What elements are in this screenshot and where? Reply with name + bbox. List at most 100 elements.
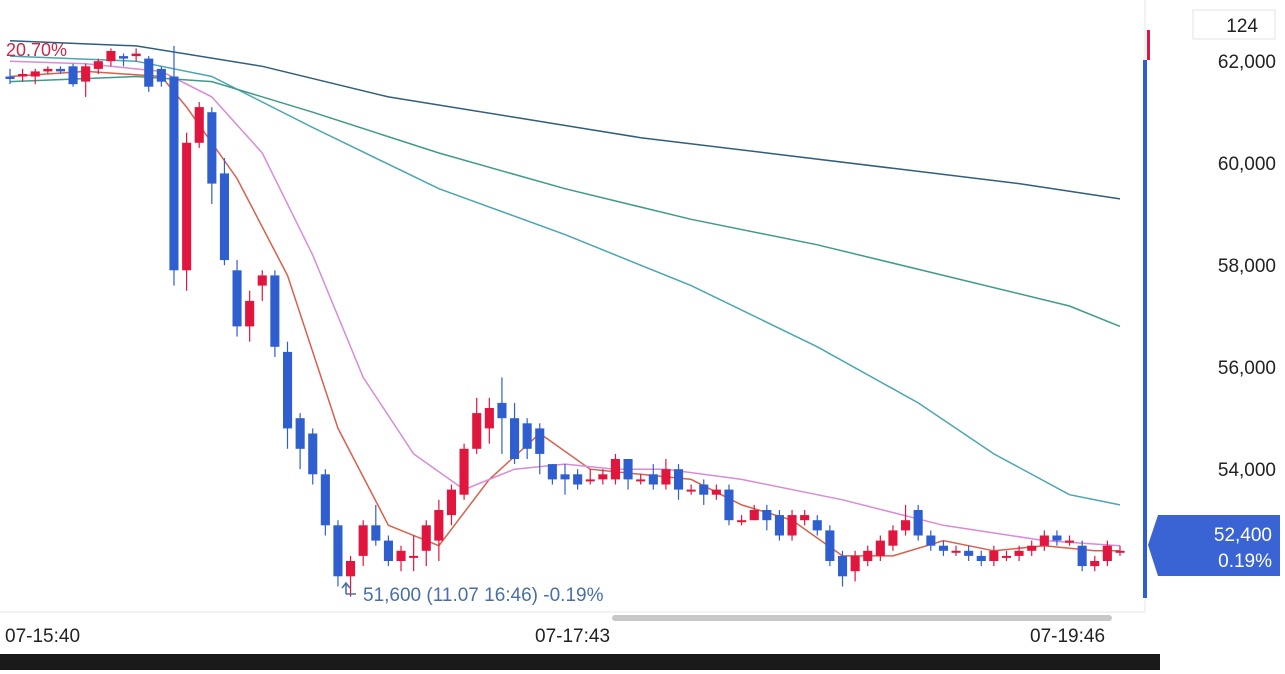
y-tick-label: 58,000 — [1218, 256, 1276, 277]
volume-bar-up — [1147, 30, 1150, 60]
candle — [623, 459, 633, 490]
x-tick-label: 07-19:46 — [1030, 626, 1105, 647]
current-change: 0.19% — [1218, 551, 1272, 572]
candle — [699, 479, 709, 505]
moving-average-lines — [9, 40, 1121, 557]
candle — [257, 270, 267, 301]
candle — [825, 525, 835, 567]
candle — [119, 53, 129, 67]
volume-box: 124 — [1192, 9, 1276, 40]
y-tick-label: 54,000 — [1218, 460, 1276, 481]
candle — [560, 464, 570, 495]
candle — [396, 545, 406, 572]
plot-area[interactable] — [0, 0, 1145, 612]
candle — [93, 58, 103, 74]
change-percent-label: 20.70% — [6, 40, 67, 60]
candle — [308, 428, 318, 485]
low-price-annotation: 51,600 (11.07 16:46) -0.19% — [341, 581, 604, 606]
candle — [182, 132, 192, 291]
candle — [787, 510, 797, 541]
candle — [421, 520, 431, 567]
ma-line-1 — [9, 60, 1121, 547]
candle — [724, 484, 734, 526]
candle — [774, 510, 784, 541]
candle — [446, 484, 456, 526]
candle — [459, 443, 469, 500]
candle — [270, 270, 280, 357]
candle — [901, 504, 911, 536]
low-price-text: 51,600 (11.07 16:46) -0.19% — [363, 585, 604, 606]
candle — [522, 418, 532, 459]
candle — [68, 63, 78, 87]
candle — [131, 48, 141, 62]
candle — [333, 520, 343, 587]
candle — [81, 63, 91, 97]
candle — [913, 504, 923, 541]
candle — [1090, 555, 1100, 572]
candle — [737, 515, 747, 526]
candle — [762, 504, 772, 531]
candle — [1014, 545, 1024, 561]
candle — [1027, 540, 1037, 556]
candle — [484, 397, 494, 444]
ma-line-3 — [9, 75, 1121, 328]
candle — [371, 504, 381, 546]
candle — [1052, 530, 1062, 546]
candle — [964, 545, 974, 561]
candle — [194, 102, 204, 148]
candle — [219, 158, 229, 266]
ma-line-4 — [9, 40, 1121, 200]
candle — [661, 459, 671, 490]
candle — [18, 68, 28, 82]
candle — [926, 530, 936, 551]
y-tick-label: 62,000 — [1218, 52, 1276, 73]
candle — [1102, 540, 1112, 567]
candle — [888, 525, 898, 551]
candle — [245, 290, 255, 342]
candle — [497, 377, 507, 454]
candle — [346, 555, 356, 597]
candle — [320, 469, 330, 536]
candle — [207, 107, 217, 204]
candle — [55, 66, 65, 74]
candle — [951, 545, 961, 556]
x-tick-label: 07-15:40 — [5, 626, 80, 647]
low-arrow-icon — [341, 581, 356, 595]
candle — [573, 469, 583, 490]
candle — [711, 484, 721, 500]
candle — [976, 550, 986, 567]
candle — [749, 504, 759, 521]
candle — [472, 397, 482, 454]
candle — [686, 484, 696, 495]
y-axis: 62,000 60,000 58,000 56,000 54,000 — [1218, 52, 1276, 481]
ma-line-2 — [9, 55, 1121, 506]
candle — [812, 515, 822, 536]
current-price-badge: 52,400 0.19% — [1148, 515, 1280, 576]
candle — [610, 453, 620, 485]
candle — [636, 474, 646, 485]
candle — [838, 550, 848, 587]
candle — [383, 535, 393, 567]
candle — [169, 45, 179, 286]
candle — [989, 545, 999, 567]
y-tick-label: 56,000 — [1218, 358, 1276, 379]
candle — [875, 535, 885, 561]
x-axis: 07-15:40 07-17:43 07-19:46 — [5, 626, 1105, 647]
candle — [1039, 530, 1049, 551]
candle — [510, 402, 520, 465]
volume-value: 124 — [1226, 16, 1258, 37]
candle — [232, 260, 242, 337]
horizontal-scrollbar[interactable] — [612, 615, 1112, 621]
volume-bar — [1143, 60, 1147, 598]
candle — [1001, 550, 1011, 561]
candle — [800, 510, 810, 526]
candle — [106, 48, 116, 67]
candle — [863, 545, 873, 567]
candle — [938, 540, 948, 556]
candle — [5, 68, 15, 85]
candle — [43, 66, 53, 74]
current-price: 52,400 — [1214, 525, 1272, 546]
candle — [585, 469, 595, 485]
candle — [156, 66, 166, 87]
